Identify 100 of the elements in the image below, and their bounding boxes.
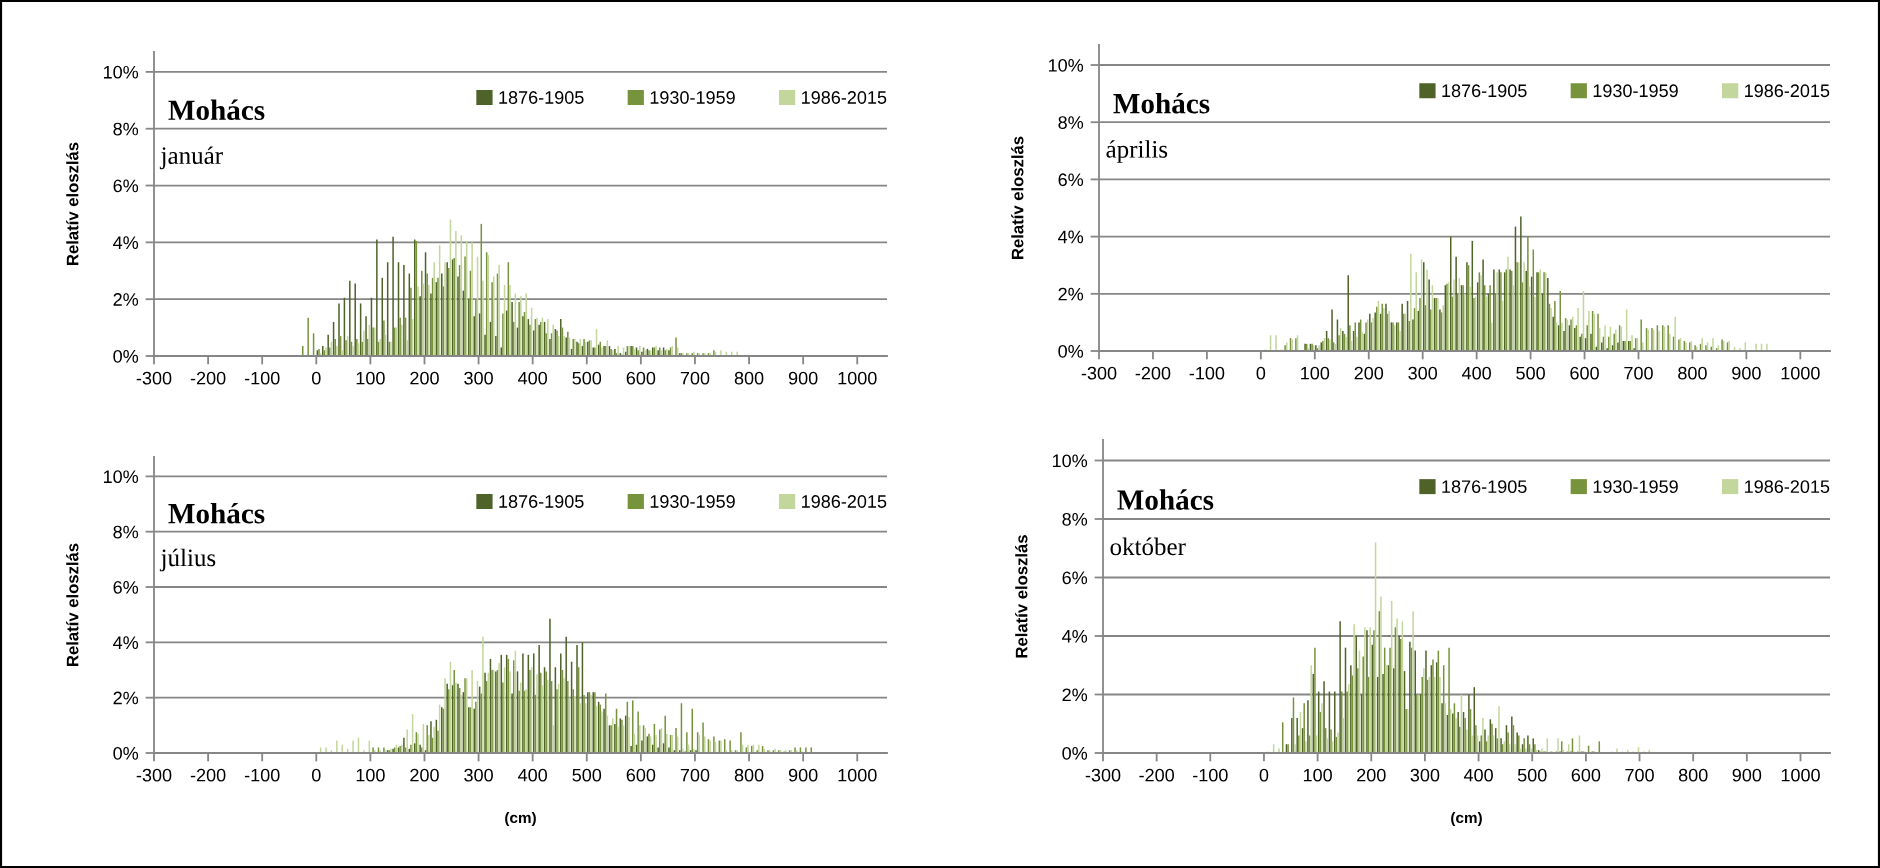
x-tick-label: 300 [1410, 768, 1440, 782]
x-tick-label: 300 [464, 768, 493, 782]
x-tick-label: 600 [1571, 768, 1601, 782]
y-tick-label: 2% [113, 293, 139, 306]
x-tick-label: 500 [1517, 768, 1547, 782]
x-tick-label: -300 [1085, 768, 1121, 782]
legend-label: 1986-2015 [802, 495, 887, 508]
x-tick-label: -100 [1189, 366, 1225, 380]
x-tick-label: 700 [680, 768, 710, 782]
x-tick-label: -200 [190, 371, 226, 385]
y-tick-label: 4% [1062, 630, 1088, 643]
y-tick-label: 0% [1058, 344, 1084, 358]
text: július [159, 548, 216, 572]
x-tick-label: -300 [1081, 366, 1117, 380]
x-tick-label: 900 [788, 371, 818, 385]
y-axis-title: Relatív eloszlás [1011, 136, 1024, 259]
y-tick-label: 6% [1062, 571, 1088, 585]
x-tick-label: 800 [1678, 366, 1707, 380]
x-tick-label: 700 [1624, 366, 1653, 380]
x-tick-label: 900 [1732, 366, 1761, 380]
x-tick-label: 100 [1301, 366, 1330, 380]
x-tick-label: -200 [1135, 366, 1171, 380]
y-tick-label: 8% [113, 122, 139, 136]
x-tick-label: 200 [410, 768, 439, 782]
y-axis-title: Relatív eloszlás [66, 142, 79, 265]
x-tick-label: 100 [356, 371, 385, 385]
y-tick-label: 6% [113, 580, 139, 594]
x-tick-label: 500 [572, 768, 602, 782]
y-tick-label: 10% [1048, 58, 1084, 72]
y-tick-label: 0% [1062, 746, 1088, 760]
x-tick-label: 0 [311, 371, 321, 385]
x-tick-label: 200 [410, 371, 439, 385]
x-tick-label: 500 [1516, 366, 1545, 380]
x-tick-label: 600 [626, 371, 656, 385]
legend-label: 1876-1905 [499, 495, 584, 508]
x-tick-label: 200 [1354, 366, 1384, 380]
y-tick-label: 2% [113, 691, 139, 705]
y-tick-label: 0% [113, 349, 139, 363]
y-tick-label: 8% [1058, 116, 1084, 129]
text: Mohács [168, 99, 265, 121]
x-tick-label: 1000 [838, 371, 877, 385]
y-tick-label: 4% [113, 236, 139, 249]
y-axis-title: Relatív eloszlás [66, 543, 79, 666]
legend-label: 1876-1905 [1442, 480, 1527, 494]
x-tick-label: 800 [734, 768, 764, 782]
legend-label: 1986-2015 [802, 91, 887, 104]
y-tick-label: 4% [113, 636, 139, 649]
legend-label: 1876-1905 [499, 91, 584, 104]
x-axis-title: (cm) [1451, 811, 1482, 827]
x-tick-label: 800 [734, 371, 764, 385]
text: Mohács [168, 502, 265, 524]
text: Mohács [1117, 489, 1214, 510]
legend-label: 1930-1959 [650, 495, 735, 508]
y-tick-label: 6% [1058, 173, 1084, 187]
y-tick-label: 2% [1058, 287, 1084, 301]
x-tick-label: 0 [1259, 768, 1269, 782]
x-tick-label: 300 [1408, 366, 1438, 380]
x-tick-label: -100 [1193, 768, 1228, 782]
y-tick-label: 4% [1058, 230, 1084, 244]
x-tick-label: 400 [518, 371, 548, 385]
y-tick-label: 6% [113, 179, 139, 193]
x-tick-label: 600 [1570, 366, 1599, 380]
x-tick-label: 0 [1256, 366, 1266, 380]
x-tick-label: -300 [136, 371, 172, 385]
x-tick-label: 900 [788, 768, 818, 782]
text: január [159, 146, 223, 170]
x-tick-label: 400 [1463, 768, 1493, 782]
x-tick-label: 400 [518, 768, 548, 782]
text: április [1106, 140, 1168, 163]
x-tick-label: 400 [1461, 366, 1491, 380]
y-axis-title: Relatív eloszlás [1015, 535, 1028, 658]
y-tick-label: 8% [113, 525, 139, 539]
x-tick-label: 900 [1732, 768, 1762, 782]
legend-label: 1986-2015 [1745, 480, 1830, 494]
x-tick-label: 800 [1678, 768, 1708, 782]
x-tick-label: 1000 [1781, 768, 1820, 782]
x-tick-label: 700 [1625, 768, 1654, 782]
x-tick-label: 1000 [1781, 366, 1820, 380]
x-tick-label: 300 [464, 371, 493, 385]
x-tick-label: 200 [1357, 768, 1386, 782]
x-tick-label: -300 [136, 768, 172, 782]
x-tick-label: -100 [244, 768, 280, 782]
x-axis-title: (cm) [505, 811, 536, 827]
x-tick-label: 0 [311, 768, 321, 782]
x-tick-label: 1000 [838, 768, 877, 782]
text: október [1110, 537, 1186, 556]
x-tick-label: 100 [356, 768, 385, 782]
y-tick-label: 2% [1062, 688, 1088, 702]
legend-label: 1930-1959 [650, 91, 735, 104]
x-tick-label: 700 [680, 371, 710, 385]
y-tick-label: 0% [113, 746, 139, 760]
x-tick-label: 500 [572, 371, 602, 385]
y-tick-label: 8% [1062, 512, 1088, 526]
x-tick-label: -200 [1139, 768, 1175, 782]
y-tick-label: 10% [103, 470, 139, 484]
y-tick-label: 10% [1052, 454, 1088, 468]
y-tick-label: 10% [103, 65, 139, 79]
legend-label: 1876-1905 [1442, 84, 1527, 98]
x-tick-label: 100 [1303, 768, 1332, 782]
text: Mohács [1113, 92, 1210, 114]
